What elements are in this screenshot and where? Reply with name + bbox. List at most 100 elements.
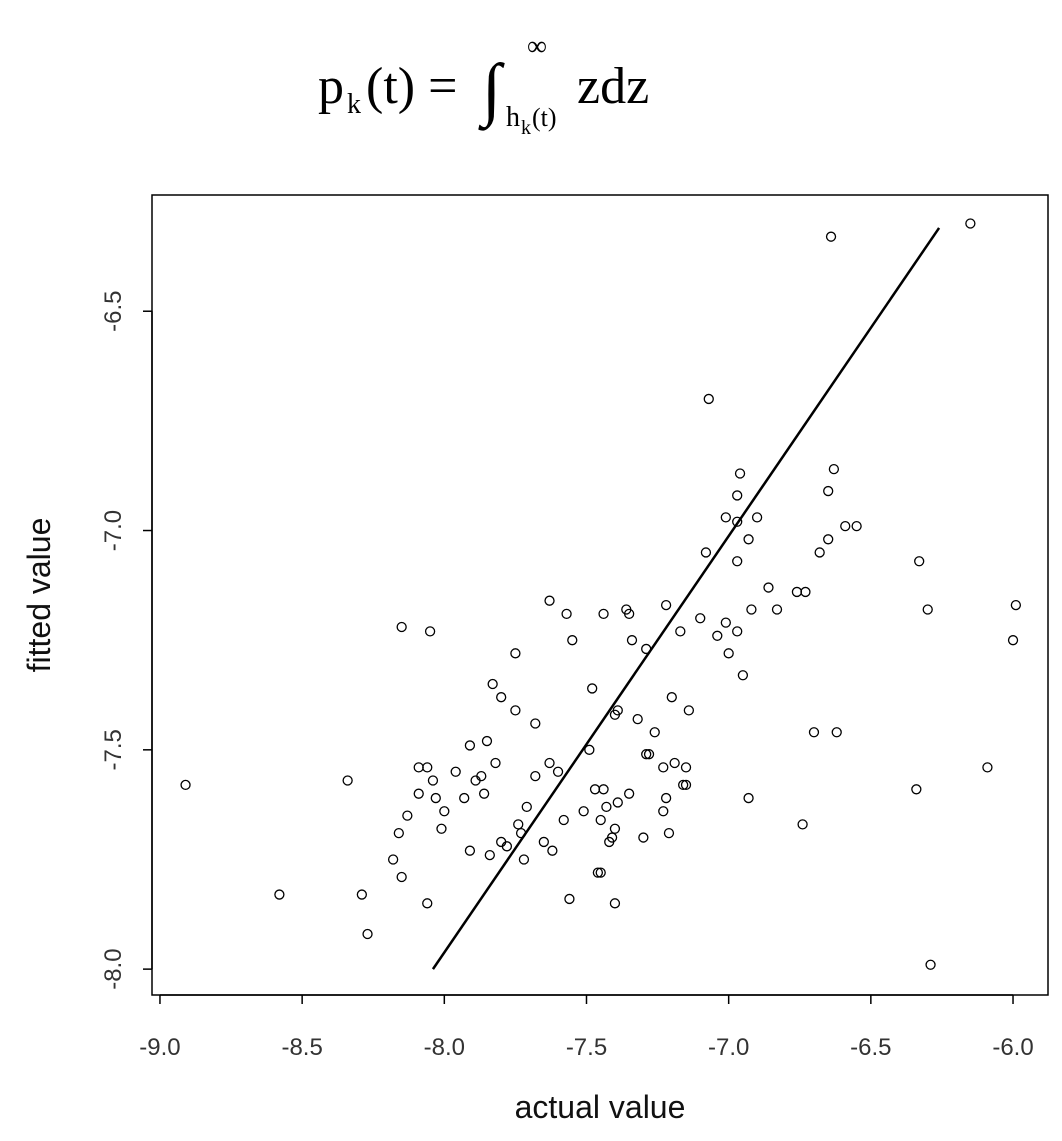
point bbox=[751, 512, 763, 523]
point bbox=[362, 928, 373, 940]
title-part: (t) = bbox=[366, 58, 457, 115]
point bbox=[356, 889, 368, 900]
point bbox=[763, 582, 774, 593]
point bbox=[831, 727, 842, 738]
x-tick-label: -7.5 bbox=[566, 1034, 607, 1061]
point bbox=[609, 898, 621, 909]
point bbox=[513, 819, 524, 830]
point bbox=[675, 626, 686, 637]
point bbox=[823, 534, 834, 545]
point bbox=[823, 485, 834, 497]
point bbox=[666, 692, 677, 703]
point bbox=[180, 779, 191, 791]
point bbox=[538, 836, 549, 848]
point bbox=[700, 547, 712, 558]
point bbox=[459, 792, 470, 804]
point bbox=[623, 608, 635, 620]
point bbox=[598, 608, 609, 620]
point bbox=[567, 635, 578, 646]
point bbox=[720, 617, 731, 628]
point bbox=[510, 705, 521, 716]
point bbox=[612, 797, 623, 808]
point bbox=[564, 893, 575, 905]
point bbox=[771, 604, 783, 615]
point bbox=[510, 648, 521, 659]
point bbox=[598, 784, 609, 795]
point bbox=[501, 841, 513, 852]
point bbox=[914, 556, 925, 567]
point bbox=[680, 779, 692, 791]
point bbox=[632, 713, 643, 725]
point bbox=[464, 740, 476, 751]
point bbox=[791, 586, 803, 598]
point bbox=[660, 599, 672, 611]
point bbox=[450, 766, 461, 777]
point bbox=[825, 231, 837, 242]
title-part: k bbox=[347, 89, 361, 120]
point bbox=[422, 762, 433, 773]
point bbox=[387, 854, 399, 865]
x-tick-label: -8.0 bbox=[424, 1034, 465, 1061]
point bbox=[720, 512, 731, 523]
y-tick-label: -6.5 bbox=[100, 291, 127, 332]
x-tick-label: -8.5 bbox=[281, 1034, 322, 1061]
point bbox=[578, 806, 589, 817]
point bbox=[1007, 635, 1019, 646]
point bbox=[660, 792, 672, 804]
point bbox=[663, 828, 675, 839]
point bbox=[649, 727, 660, 738]
point bbox=[800, 586, 811, 598]
point bbox=[680, 762, 692, 773]
point bbox=[413, 788, 424, 799]
point bbox=[530, 718, 541, 729]
point bbox=[424, 626, 436, 637]
fit-line bbox=[431, 227, 941, 970]
point bbox=[478, 788, 490, 799]
point bbox=[518, 854, 530, 865]
title-part: h bbox=[506, 102, 520, 133]
point bbox=[922, 604, 933, 615]
point bbox=[658, 806, 669, 817]
point bbox=[464, 845, 476, 856]
point bbox=[965, 218, 976, 229]
point bbox=[840, 520, 851, 532]
x-tick-label: -6.0 bbox=[992, 1034, 1033, 1061]
y-tick-label: -7.5 bbox=[100, 729, 127, 770]
point bbox=[712, 630, 723, 641]
point bbox=[683, 705, 695, 716]
point bbox=[547, 845, 558, 856]
point bbox=[436, 823, 447, 834]
point bbox=[695, 613, 706, 624]
x-tick-label: -7.0 bbox=[708, 1034, 749, 1061]
point bbox=[592, 867, 604, 878]
point bbox=[396, 621, 407, 633]
point bbox=[643, 749, 655, 760]
x-tick-label: -9.0 bbox=[139, 1034, 180, 1061]
point bbox=[530, 770, 541, 782]
point bbox=[584, 744, 595, 755]
point bbox=[274, 889, 285, 900]
point bbox=[413, 762, 424, 773]
point bbox=[558, 814, 569, 826]
point bbox=[609, 823, 621, 834]
point bbox=[439, 806, 450, 817]
point bbox=[732, 516, 743, 527]
point bbox=[732, 556, 743, 567]
point bbox=[743, 792, 754, 804]
point bbox=[982, 762, 993, 773]
point bbox=[552, 766, 564, 777]
point bbox=[589, 784, 601, 795]
point bbox=[623, 788, 635, 799]
point bbox=[393, 828, 404, 839]
point bbox=[737, 670, 749, 681]
point bbox=[626, 635, 638, 646]
point bbox=[490, 757, 501, 769]
point bbox=[851, 520, 862, 532]
point bbox=[703, 393, 714, 405]
point bbox=[496, 692, 507, 703]
x-axis-label: actual value bbox=[515, 1089, 686, 1125]
title-part: p bbox=[318, 58, 344, 115]
point bbox=[487, 678, 498, 690]
point bbox=[427, 775, 439, 786]
